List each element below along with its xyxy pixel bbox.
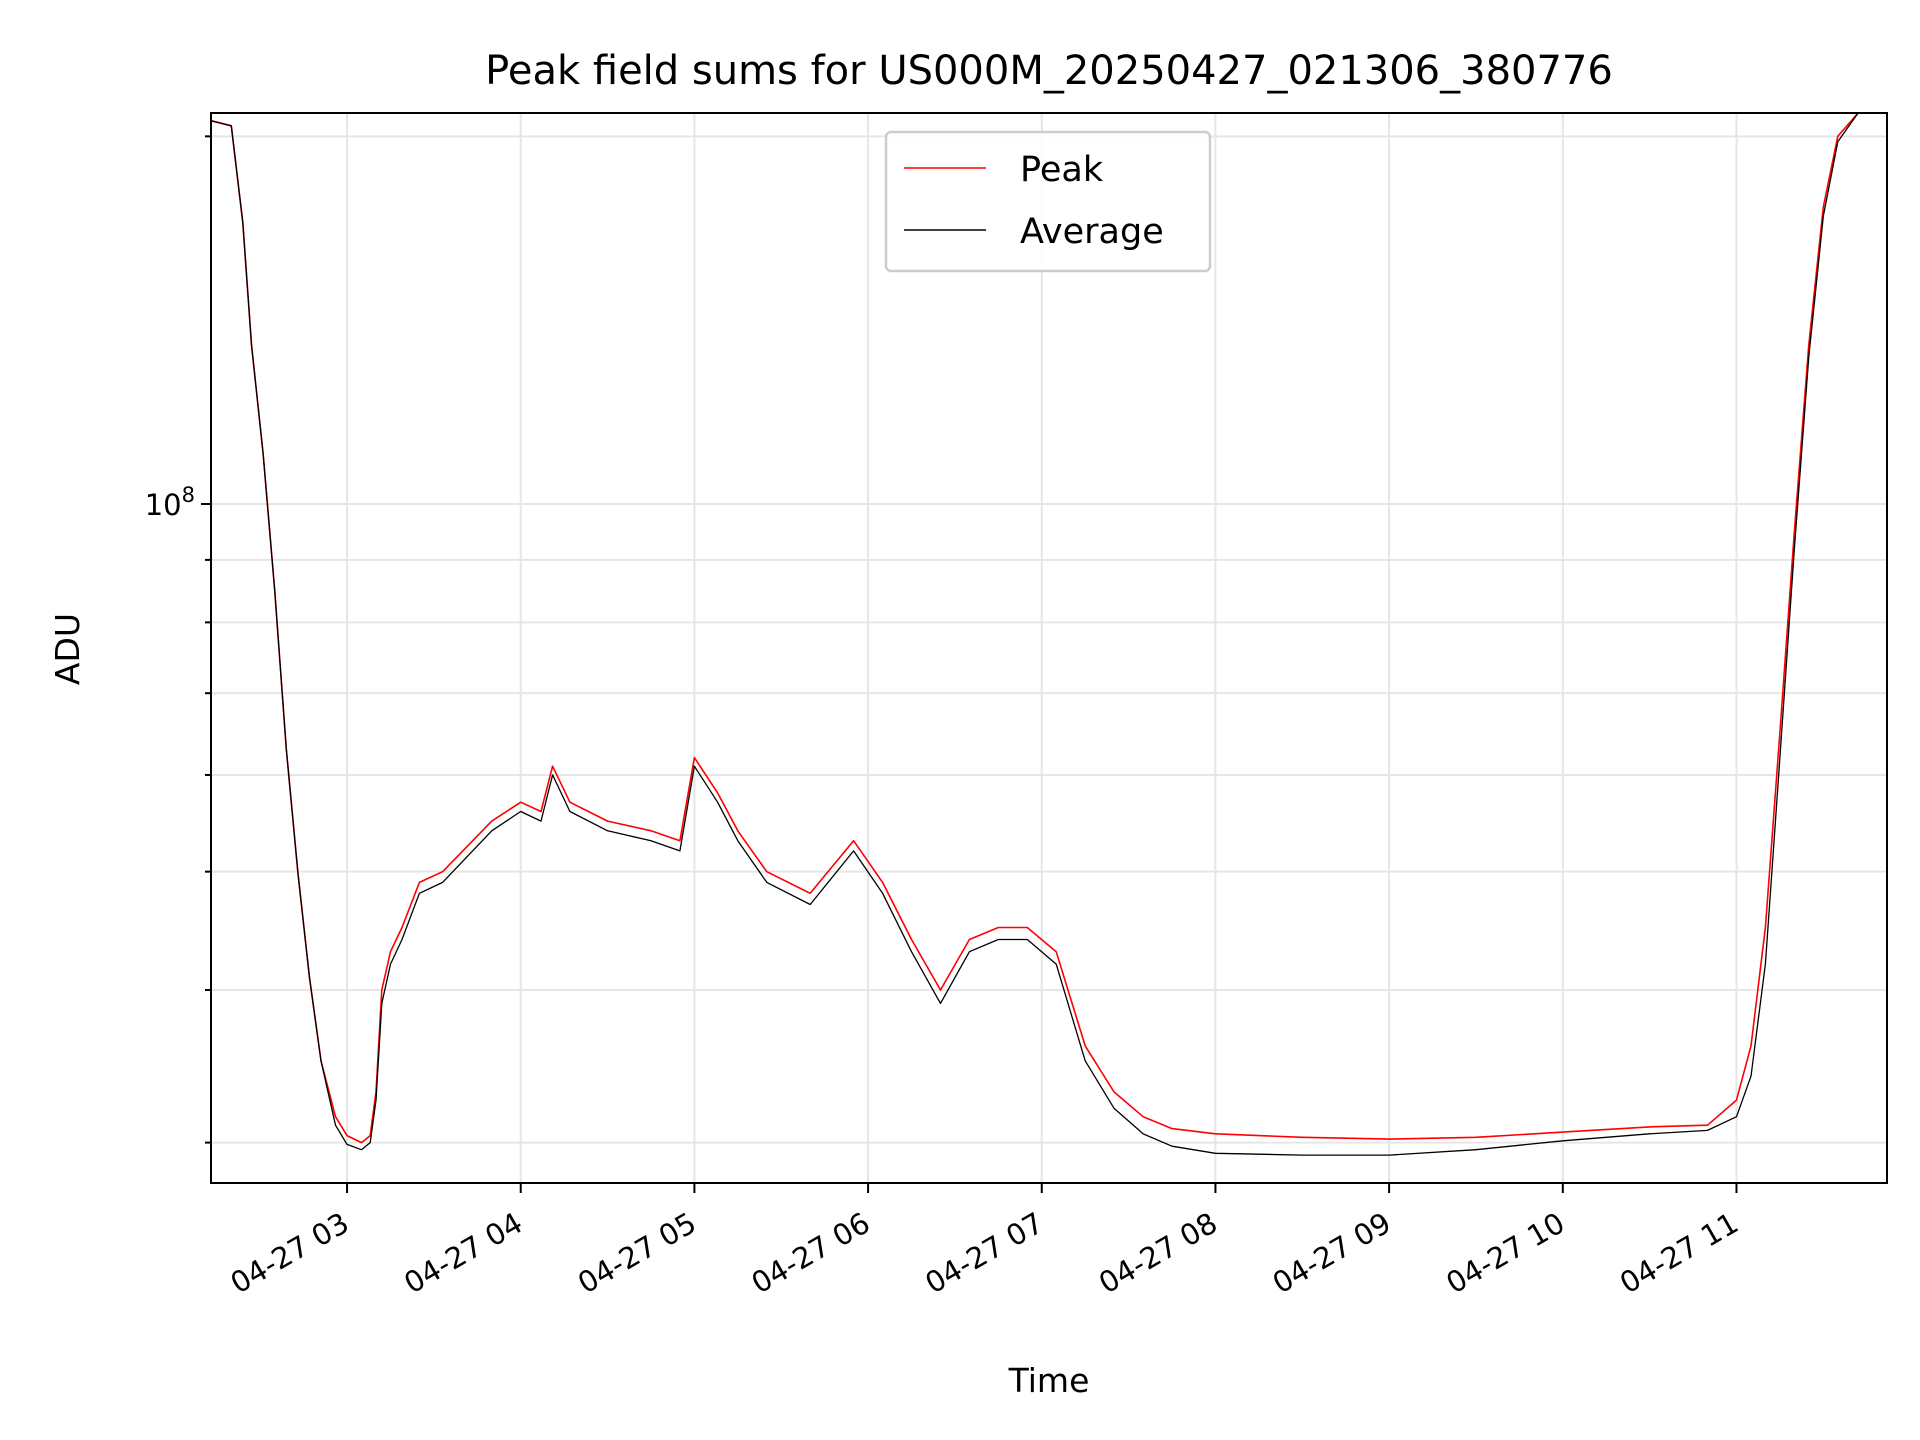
legend: Peak Average xyxy=(884,130,1212,273)
plot-area-series xyxy=(210,112,1859,1156)
y-axis: 108 xyxy=(145,135,211,1144)
y-axis-title: ADU xyxy=(48,613,87,685)
series-line-peak xyxy=(210,112,1859,1144)
legend-label-peak: Peak xyxy=(1020,150,1104,190)
y-tick-label: 108 xyxy=(145,483,195,522)
chart-title: Peak field sums for US000M_20250427_0213… xyxy=(485,48,1613,94)
grid xyxy=(211,113,1887,1183)
x-axis-title: Time xyxy=(1008,1361,1090,1400)
legend-label-average: Average xyxy=(1020,212,1164,252)
legend-box xyxy=(884,130,1212,273)
plot-area-frame xyxy=(210,112,1888,1184)
series-line-average xyxy=(210,112,1859,1156)
